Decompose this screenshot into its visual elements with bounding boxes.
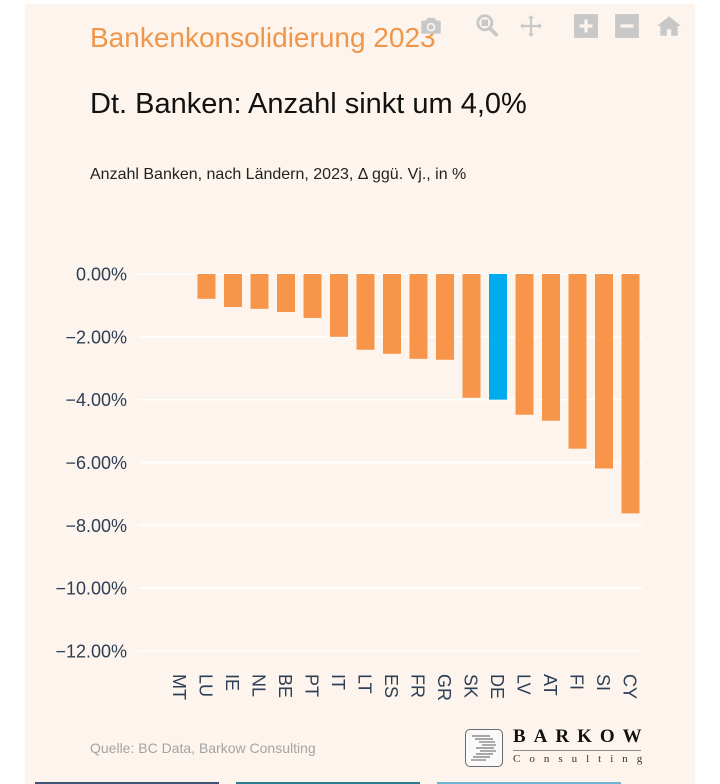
camera-button[interactable] (415, 10, 447, 42)
x-tick-label: DE (487, 674, 507, 699)
chart-headline: Dt. Banken: Anzahl sinkt um 4,0% (90, 88, 527, 120)
x-tick-label: AT (540, 674, 560, 696)
x-tick-label: FR (408, 674, 428, 698)
x-tick-label: SI (593, 674, 613, 691)
pan-button[interactable] (515, 10, 547, 42)
x-tick-label: IE (222, 674, 242, 691)
bar-de[interactable] (489, 274, 507, 400)
reset-home-button[interactable] (653, 10, 685, 42)
bar-lt[interactable] (356, 274, 375, 350)
y-tick-label: −2.00% (65, 327, 127, 347)
x-tick-label: CY (620, 674, 640, 699)
bar-es[interactable] (383, 274, 401, 354)
pan-icon (520, 15, 542, 37)
x-tick-label: LT (355, 674, 375, 694)
logo-subline: Consulting (513, 753, 652, 765)
bar-nl[interactable] (250, 274, 269, 309)
barkow-logo: BARKOW Consulting (465, 726, 645, 770)
x-tick-label: MT (169, 674, 189, 700)
bar-sk[interactable] (462, 274, 481, 398)
bar-at[interactable] (542, 274, 560, 421)
y-tick-label: −6.00% (65, 453, 127, 473)
x-tick-label: IT (328, 674, 348, 690)
camera-icon (421, 17, 441, 34)
source-note: Quelle: BC Data, Barkow Consulting (90, 740, 316, 756)
bar-cy[interactable] (621, 274, 640, 514)
bottom-strip-3 (437, 782, 621, 784)
y-tick-label: −12.00% (55, 642, 127, 662)
chart-subtitle: Anzahl Banken, nach Ländern, 2023, Δ ggü… (90, 166, 467, 183)
x-tick-label: GR (434, 674, 454, 701)
zoom-icon (476, 14, 499, 37)
y-axis-ticks: 0.00% −2.00% −4.00% −6.00% −8.00% −10.00% −12.… (55, 265, 127, 662)
zoom-button[interactable] (471, 10, 503, 42)
x-axis-ticks: MT LU IE NL BE PT IT LT ES FR GR SK DE LV AT FI SI CY (169, 674, 640, 701)
y-tick-label: −10.00% (55, 579, 127, 599)
zoom-in-button[interactable] (570, 10, 602, 42)
zoom-out-button[interactable] (611, 10, 643, 42)
x-tick-label: LV (514, 674, 534, 695)
x-tick-label: SK (461, 674, 481, 698)
bar-be[interactable] (277, 274, 295, 313)
bar-lv[interactable] (515, 274, 534, 415)
bar-lu[interactable] (197, 274, 216, 299)
logo-mark-icon (465, 729, 503, 767)
bar-it[interactable] (330, 274, 348, 337)
bottom-strip-2 (236, 782, 420, 784)
y-tick-label: −8.00% (65, 516, 127, 536)
x-tick-label: PT (302, 674, 322, 697)
bar-fr[interactable] (409, 274, 428, 359)
x-tick-label: FI (567, 674, 587, 690)
logo-wordmark: BARKOW (513, 726, 650, 747)
zoom-out-icon (615, 14, 639, 38)
y-tick-label: 0.00% (76, 265, 127, 285)
bars (197, 274, 640, 514)
x-tick-label: ES (381, 674, 401, 698)
x-tick-label: NL (249, 674, 269, 697)
bar-pt[interactable] (303, 274, 322, 318)
bar-gr[interactable] (436, 274, 454, 360)
home-icon (657, 16, 681, 36)
logo-divider (513, 750, 641, 751)
x-tick-label: LU (196, 674, 216, 697)
bottom-strip-1 (35, 782, 219, 784)
y-tick-label: −4.00% (65, 390, 127, 410)
x-tick-label: BE (275, 674, 295, 698)
bar-ie[interactable] (224, 274, 242, 307)
chart-kicker: Bankenkonsolidierung 2023 (90, 22, 436, 53)
bar-fi[interactable] (568, 274, 587, 449)
zoom-in-icon (574, 14, 598, 38)
bar-si[interactable] (595, 274, 613, 469)
